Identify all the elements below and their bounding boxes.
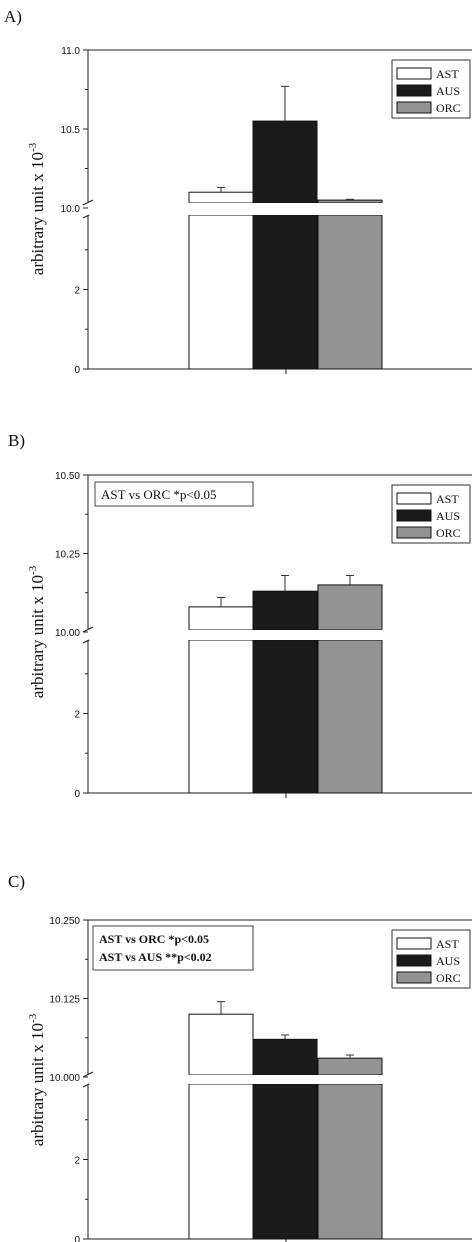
panel-label: B) bbox=[8, 431, 25, 450]
y-tick-label: 2 bbox=[74, 1156, 80, 1167]
panel-label: A) bbox=[4, 7, 22, 26]
bar-ast-lower bbox=[188, 639, 254, 794]
annotation-text: AST vs ORC *p<0.05 bbox=[99, 932, 209, 946]
legend-swatch bbox=[396, 509, 432, 522]
y-tick-label: 10.000 bbox=[49, 1073, 80, 1084]
y-axis-label-exponent: -3 bbox=[27, 1013, 39, 1023]
bar-aus-upper bbox=[252, 120, 318, 204]
axis-break-band bbox=[89, 203, 472, 215]
y-tick-label: 10.250 bbox=[49, 916, 80, 927]
bar-ast-upper bbox=[188, 1013, 254, 1076]
bar-ast-lower bbox=[188, 1083, 254, 1240]
bar-aus-lower bbox=[252, 214, 318, 370]
panel-label: C) bbox=[8, 872, 25, 891]
chart-panel-2: B) arbitrary unit x 10-3 10.00 10.25 10.50 0 2… bbox=[8, 431, 472, 800]
y-axis-label: arbitrary unit x 10-3 bbox=[27, 142, 47, 275]
annotation-text: AST vs AUS **p<0.02 bbox=[99, 950, 212, 964]
legend-label-orc: ORC bbox=[436, 971, 461, 985]
y-axis-label-text: arbitrary unit x 10 bbox=[28, 1023, 47, 1146]
bar-ast-upper bbox=[188, 191, 254, 204]
legend-swatch bbox=[396, 101, 432, 114]
y-tick-label: 10.125 bbox=[49, 995, 80, 1006]
legend-label-orc: ORC bbox=[436, 526, 461, 540]
bar-orc-lower bbox=[317, 1083, 383, 1240]
axis-break-mark bbox=[82, 199, 94, 206]
chart-panel-1: A) arbitrary unit x 10-3 10.0 10.5 11.0 0 2 AST… bbox=[4, 7, 472, 376]
axis-break-band bbox=[89, 630, 472, 640]
bar-ast-upper bbox=[188, 606, 254, 631]
legend-swatch bbox=[396, 84, 432, 97]
legend-label-orc: ORC bbox=[436, 101, 461, 115]
y-tick-label: 0 bbox=[74, 365, 80, 376]
y-tick-label: 10.0 bbox=[61, 204, 81, 215]
axis-break-mark bbox=[82, 626, 94, 633]
y-tick-label: 11.0 bbox=[61, 46, 80, 57]
legend-label-aus: AUS bbox=[436, 84, 460, 98]
bar-orc-upper bbox=[317, 199, 383, 204]
legend-swatch bbox=[396, 954, 432, 967]
chart-panel-3: C)arbitrary unit x 10-310.00010.12510.25… bbox=[8, 872, 472, 1242]
y-axis-label-exponent: -3 bbox=[27, 565, 39, 575]
legend-swatch bbox=[396, 971, 432, 984]
axis-break-mark bbox=[82, 1071, 94, 1078]
legend-swatch bbox=[396, 492, 432, 505]
bar-aus-upper bbox=[252, 1038, 318, 1076]
legend-label-ast: AST bbox=[436, 67, 459, 81]
y-tick-label: 10.50 bbox=[55, 471, 80, 482]
bar-aus-lower bbox=[252, 1083, 318, 1240]
bar-orc-lower bbox=[317, 639, 383, 794]
y-tick-label: 0 bbox=[74, 1235, 80, 1242]
y-axis-label: arbitrary unit x 10-3 bbox=[27, 1013, 47, 1146]
y-axis-label: arbitrary unit x 10-3 bbox=[27, 565, 47, 698]
y-tick-label: 10.5 bbox=[61, 125, 81, 136]
legend-label-ast: AST bbox=[436, 937, 459, 951]
legend-label-aus: AUS bbox=[436, 954, 460, 968]
bar-orc-upper bbox=[317, 584, 383, 631]
annotation-text: AST vs ORC *p<0.05 bbox=[101, 487, 216, 502]
bar-aus-upper bbox=[252, 590, 318, 631]
y-axis-label-exponent: -3 bbox=[27, 142, 39, 152]
annotation-box bbox=[94, 481, 254, 507]
bar-aus-lower bbox=[252, 639, 318, 794]
bar-orc-lower bbox=[317, 214, 383, 370]
bar-orc-upper bbox=[317, 1057, 383, 1076]
y-tick-label: 0 bbox=[74, 789, 80, 800]
legend-label-aus: AUS bbox=[436, 509, 460, 523]
legend-swatch bbox=[396, 526, 432, 539]
y-tick-label: 10.00 bbox=[55, 628, 80, 639]
legend-swatch bbox=[396, 67, 432, 80]
bar-ast-lower bbox=[188, 214, 254, 370]
annotation-box bbox=[92, 925, 254, 971]
legend-swatch bbox=[396, 937, 432, 950]
y-axis-label-text: arbitrary unit x 10 bbox=[28, 575, 47, 698]
legend-label-ast: AST bbox=[436, 492, 459, 506]
y-tick-label: 2 bbox=[74, 286, 80, 297]
y-tick-label: 2 bbox=[74, 710, 80, 721]
y-tick-label: 10.25 bbox=[55, 550, 80, 561]
y-axis-label-text: arbitrary unit x 10 bbox=[28, 152, 47, 275]
axis-break-band bbox=[89, 1075, 472, 1084]
